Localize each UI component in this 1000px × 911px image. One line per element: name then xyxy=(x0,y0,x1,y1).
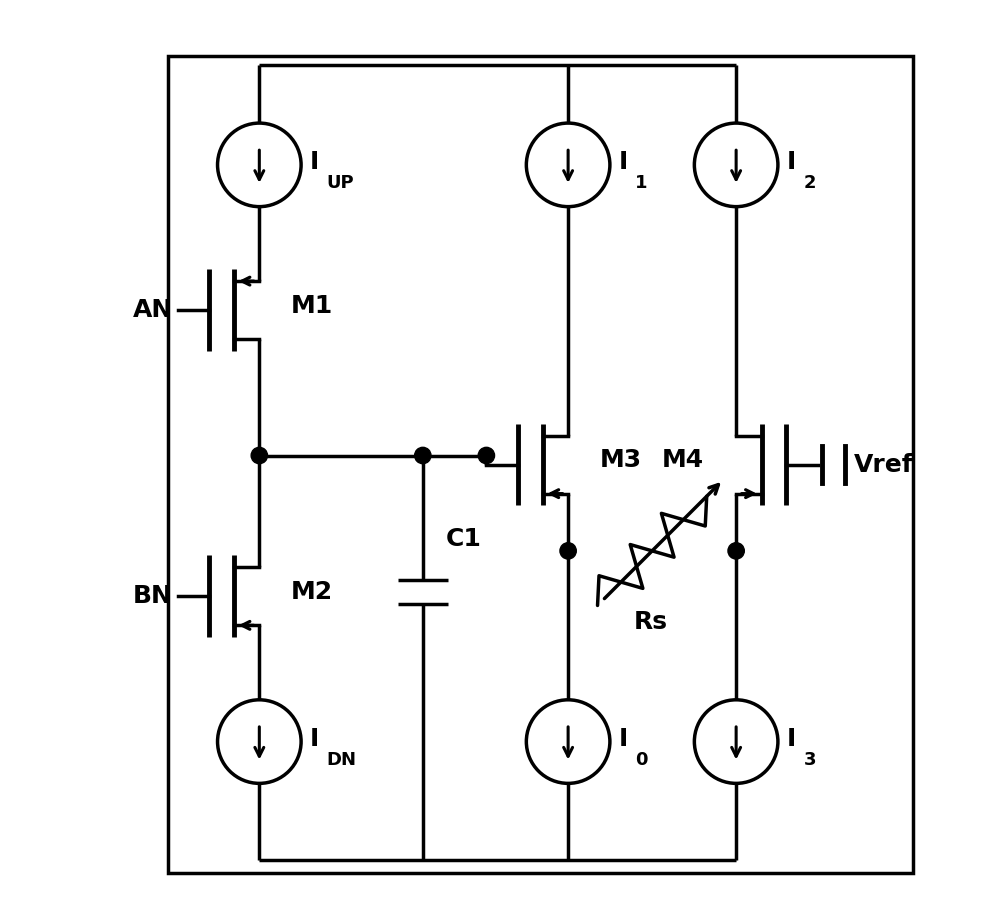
Text: AN: AN xyxy=(133,298,173,322)
Circle shape xyxy=(251,447,267,464)
Text: 3: 3 xyxy=(803,751,816,769)
Text: I: I xyxy=(619,727,628,751)
Text: 2: 2 xyxy=(803,174,816,192)
Text: BN: BN xyxy=(133,584,173,609)
Text: I: I xyxy=(310,727,319,751)
Circle shape xyxy=(728,543,744,559)
Text: UP: UP xyxy=(327,174,354,192)
Text: 1: 1 xyxy=(635,174,648,192)
Text: Rs: Rs xyxy=(634,609,668,634)
Circle shape xyxy=(478,447,495,464)
Text: I: I xyxy=(310,150,319,174)
Text: I: I xyxy=(787,150,796,174)
Text: DN: DN xyxy=(327,751,357,769)
Text: C1: C1 xyxy=(446,527,481,551)
Circle shape xyxy=(560,543,576,559)
Bar xyxy=(168,56,913,874)
Text: M4: M4 xyxy=(662,448,704,472)
Circle shape xyxy=(415,447,431,464)
Text: I: I xyxy=(619,150,628,174)
Text: Vref: Vref xyxy=(854,453,914,476)
Text: M1: M1 xyxy=(291,293,333,318)
Text: M3: M3 xyxy=(600,448,642,472)
Text: M2: M2 xyxy=(291,579,333,604)
Text: I: I xyxy=(787,727,796,751)
Text: 0: 0 xyxy=(635,751,648,769)
